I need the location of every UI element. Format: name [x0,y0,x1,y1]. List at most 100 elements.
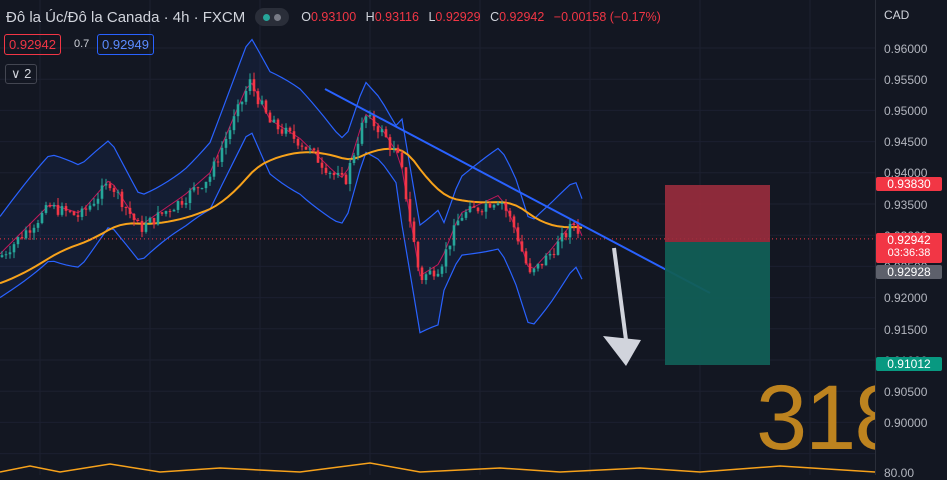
candle-body [88,205,92,210]
candle-body [488,203,492,208]
candle-body [104,183,108,186]
ohlc-open: 0.93100 [311,10,357,24]
candle-body [204,181,208,189]
candle-body [552,253,556,255]
candle-body [76,215,80,217]
candle-body [452,225,456,246]
candle-body [84,208,88,210]
candle-body [436,273,440,277]
candle-body [476,207,480,212]
candle-body [492,205,496,208]
candle-body [276,119,280,130]
visibility-toggle[interactable] [255,8,290,26]
price-tick: 0.94500 [884,135,928,149]
candle-body [328,172,332,174]
ema-line [0,147,583,285]
ohlc-values: O0.93100 H0.93116 L0.92929 C0.92942 −0.0… [301,10,667,24]
collapse-indicators-button[interactable]: ∨ 2 [5,64,38,84]
candle-body [40,212,44,223]
candle-body [416,241,420,268]
candle-body [460,217,464,221]
buy-button[interactable]: 0.92949 [97,34,154,55]
last-price-badge: 0.92942 03:36:38 [876,233,942,263]
candle-body [16,237,20,245]
price-tick: 0.95000 [884,104,928,118]
candle-body [100,185,104,199]
candle-body [360,122,364,144]
candle-body [172,209,176,212]
candle-body [372,115,376,127]
symbol-legend: Đô la Úc/Đô la Canada · 4h · FXCM O0.931… [6,8,667,26]
candle-body [152,217,156,225]
symbol-title[interactable]: Đô la Úc/Đô la Canada · 4h · FXCM [6,8,246,26]
previous-close-badge: 0.92928 [876,265,942,279]
trend-line [324,88,711,294]
sell-button[interactable]: 0.92942 [4,34,61,55]
candle-body [412,221,416,242]
candle-body [216,161,220,163]
candle-body [428,270,432,275]
candle-body [472,206,476,208]
ohlc-change: −0.00158 (−0.17%) [553,10,661,24]
candle-body [356,143,360,156]
candle-body [200,188,204,190]
price-tick: 0.94000 [884,166,928,180]
candle-body [348,162,352,185]
candle-body [240,101,244,105]
more-icon [274,13,282,21]
candle-body [368,115,372,117]
candle-body [504,203,508,211]
candle-body [480,211,484,213]
candle-body [380,129,384,133]
candle-body [288,127,292,132]
candle-body [556,241,560,255]
candle-body [244,90,248,102]
candle-body [252,79,256,92]
bollinger-fill [0,39,582,333]
candle-body [192,187,196,191]
candle-body [20,237,24,239]
candle-body [444,249,448,267]
candle-body [528,263,532,273]
candle-body [432,270,436,277]
currency-selector[interactable]: CAD [884,8,910,22]
down-arrow-icon [603,336,641,366]
candle-body [532,268,536,273]
candle-body [212,161,216,177]
candle-body [4,254,8,256]
candle-body [520,241,524,252]
candle-body [308,148,312,150]
indicator-count: 2 [24,66,32,81]
price-tick: 0.91500 [884,323,928,337]
candle-body [404,167,408,200]
candle-body [176,201,180,210]
chart-area[interactable]: Đô la Úc/Đô la Canada · 4h · FXCM O0.931… [0,0,922,475]
candle-body [140,220,144,232]
candle-body [536,263,540,269]
price-tick: 0.93500 [884,198,928,212]
candle-body [36,222,40,228]
candle-body [392,147,396,150]
candle-body [28,230,32,233]
candle-body [220,147,224,162]
candle-body [336,172,340,176]
candle-body [364,116,368,123]
candle-body [92,203,96,206]
price-axis[interactable]: CAD 0.96000 0.95500 0.95000 0.94500 0.94000 0… [875,0,947,480]
candle-body [64,206,68,211]
bar-countdown: 03:36:38 [887,247,931,259]
candle-body [24,230,28,239]
candle-body [284,127,288,134]
ohlc-label-open: O [301,10,311,24]
candle-body [144,222,148,232]
candle-body [576,225,580,234]
candle-body [168,211,172,213]
candle-body [116,191,120,193]
candle-body [188,190,192,204]
price-chart[interactable] [0,0,875,475]
candle-body [72,211,76,216]
candle-body [568,223,572,238]
candle-body [48,205,52,207]
ohlc-label-close: C [490,10,500,24]
candle-body [180,201,184,205]
